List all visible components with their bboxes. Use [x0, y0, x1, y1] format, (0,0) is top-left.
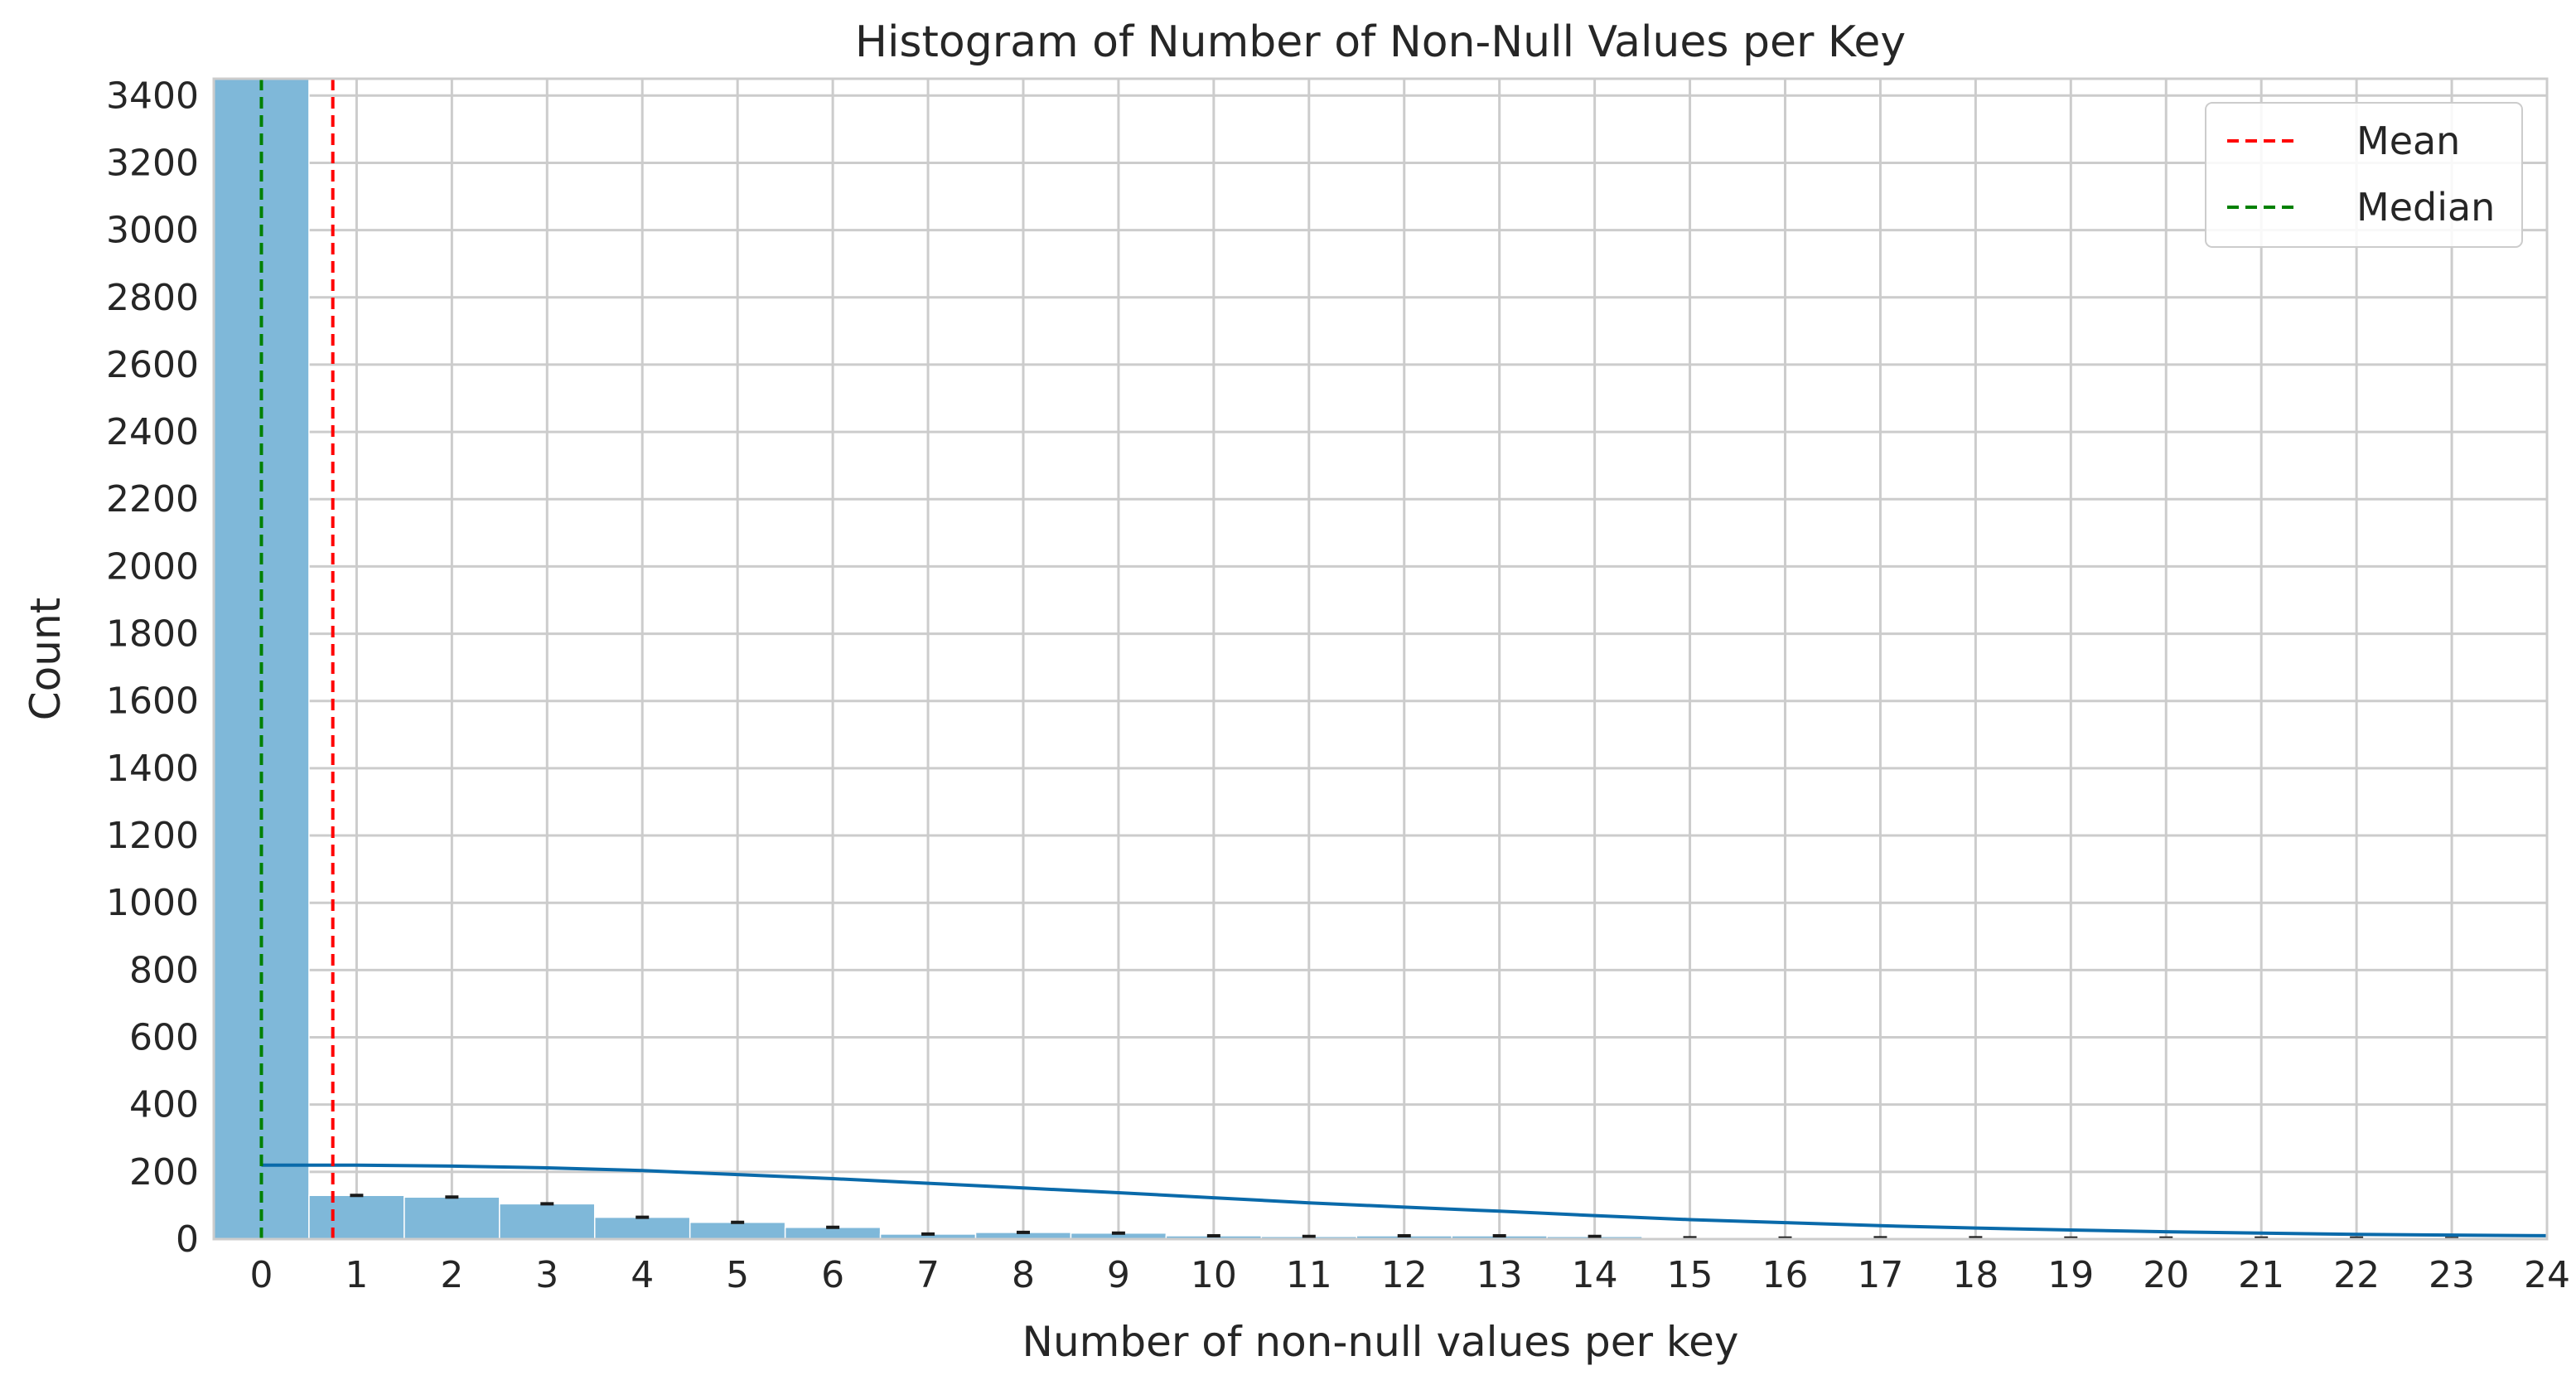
x-tick-label: 0: [249, 1254, 273, 1296]
x-tick-label: 21: [2238, 1254, 2284, 1296]
x-tick-label: 9: [1107, 1254, 1130, 1296]
x-tick-label: 6: [821, 1254, 844, 1296]
x-tick-label: 18: [1952, 1254, 1998, 1296]
plot-frame: [212, 77, 2549, 1241]
x-tick-label: 12: [1381, 1254, 1428, 1296]
histogram-bar: [784, 1227, 882, 1240]
x-tick-labels: 0 1 2 3 4 5 6 7 8 9 10 11 12 13 14 15 16 17 18 19 20 21 22 23 24: [249, 1254, 2570, 1296]
x-tick-label: 2: [440, 1254, 463, 1296]
x-tick-label: 19: [2047, 1254, 2094, 1296]
chart-title: Histogram of Number of Non-Null Values p…: [855, 17, 1906, 67]
histogram-bar: [404, 1196, 500, 1240]
kde-curve: [261, 1163, 2548, 1237]
legend-box: [2205, 102, 2523, 248]
x-tick-label: 8: [1012, 1254, 1035, 1296]
x-tick-label: 15: [1667, 1254, 1713, 1296]
x-tick-label: 14: [1572, 1254, 1618, 1296]
x-tick-label: 13: [1476, 1254, 1523, 1296]
x-tick-label: 11: [1286, 1254, 1332, 1296]
x-tick-label: 4: [631, 1254, 654, 1296]
y-tick-label: 1400: [106, 748, 199, 790]
x-tick-label: 7: [916, 1254, 940, 1296]
x-tick-label: 3: [535, 1254, 558, 1296]
y-tick-label: 2600: [106, 344, 199, 386]
y-axis-label: Count: [22, 598, 70, 721]
x-tick-label: 24: [2524, 1254, 2570, 1296]
grid-lines: [214, 79, 2549, 1241]
y-tick-label: 1600: [106, 680, 199, 723]
y-tick-label: 1200: [106, 815, 199, 857]
y-tick-label: 200: [129, 1151, 199, 1194]
y-tick-label: 800: [129, 949, 199, 991]
legend: Mean Median: [2205, 102, 2523, 248]
y-tick-label: 3000: [106, 210, 199, 252]
y-tick-label: 400: [129, 1084, 199, 1126]
x-tick-label: 22: [2333, 1254, 2380, 1296]
legend-mean-label: Mean: [2356, 119, 2460, 163]
x-tick-label: 16: [1762, 1254, 1808, 1296]
histogram-bar: [594, 1216, 691, 1240]
y-tick-label: 0: [176, 1218, 199, 1261]
y-tick-labels: 0 200 400 600 800 1000 1200 1400 1600 1800 2000 220…: [106, 75, 199, 1261]
x-tick-label: 1: [345, 1254, 368, 1296]
y-tick-label: 2000: [106, 545, 199, 588]
x-tick-label: 5: [726, 1254, 749, 1296]
y-tick-label: 1800: [106, 613, 199, 656]
y-tick-label: 600: [129, 1017, 199, 1059]
y-tick-label: 2800: [106, 277, 199, 319]
x-tick-label: 20: [2143, 1254, 2189, 1296]
y-tick-label: 3200: [106, 142, 199, 184]
histogram-bar: [499, 1203, 596, 1240]
x-tick-label: 23: [2429, 1254, 2475, 1296]
x-axis-label: Number of non-null values per key: [1022, 1318, 1739, 1366]
y-tick-label: 2200: [106, 478, 199, 521]
x-tick-label: 17: [1857, 1254, 1903, 1296]
y-tick-label: 2400: [106, 411, 199, 453]
histogram-bar: [308, 1194, 405, 1240]
y-tick-label: 3400: [106, 75, 199, 117]
x-tick-label: 10: [1191, 1254, 1237, 1296]
legend-median-label: Median: [2356, 185, 2495, 230]
plot-background: [214, 79, 2547, 1239]
histogram-bar: [689, 1221, 786, 1240]
y-tick-label: 1000: [106, 882, 199, 924]
